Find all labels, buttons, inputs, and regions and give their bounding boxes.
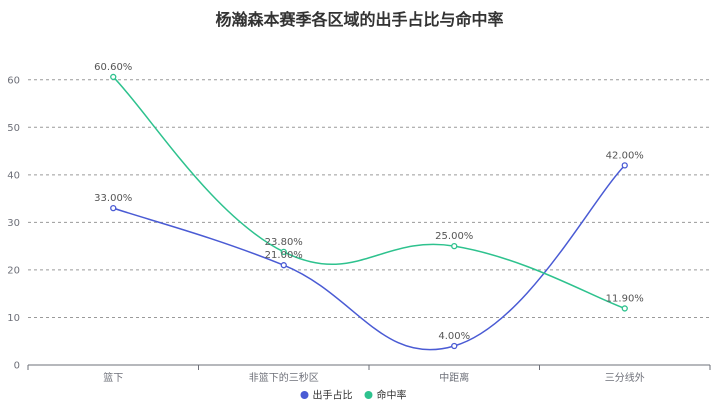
y-tick-label: 60 [7, 75, 20, 86]
series-line-1 [113, 164, 626, 351]
series-1-point[interactable] [280, 262, 287, 269]
chart-title: 杨瀚森本赛季各区域的出手占比与命中率 [215, 10, 504, 29]
x-tick-label: 中距离 [439, 371, 469, 384]
series-2-data-label: 60.60% [94, 62, 132, 73]
series-1-data-label: 42.00% [606, 150, 644, 161]
series-1-point[interactable] [451, 342, 458, 350]
series-2-data-label: 11.90% [606, 293, 644, 304]
series-2-point[interactable] [280, 248, 287, 256]
legend-marker-1 [300, 391, 309, 399]
data-label-layer: 33.00% 21.00% 4.00% 42.00% 60.60% 23.80% 25.00… [94, 62, 644, 342]
y-tick-label: 0 [14, 361, 20, 372]
axis-layer: 0 10 20 30 40 50 60 篮下 非篮下的三秒区 中距离 三分线外 [7, 75, 711, 384]
y-tick-label: 40 [7, 170, 20, 181]
legend-marker-2 [364, 391, 373, 399]
legend-label-2: 命中率 [377, 389, 407, 402]
series-2-point[interactable] [110, 73, 117, 81]
series-1-data-label: 21.00% [265, 250, 303, 261]
legend[interactable]: 出手占比 命中率 [300, 389, 407, 402]
x-tick-label: 篮下 [103, 371, 123, 384]
series-2-data-label: 25.00% [435, 231, 473, 242]
series-1-point[interactable] [110, 204, 117, 212]
x-tick-label: 三分线外 [605, 371, 645, 384]
legend-item-1[interactable]: 出手占比 [300, 389, 353, 402]
series-1-data-label: 4.00% [438, 331, 470, 342]
x-tick-label: 非篮下的三秒区 [249, 371, 319, 384]
series-2-data-label: 23.80% [265, 237, 303, 248]
series-1-point[interactable] [621, 162, 628, 169]
series-2-point[interactable] [451, 243, 458, 250]
series-layer [110, 73, 628, 351]
y-tick-label: 10 [7, 313, 20, 324]
series-1-data-label: 33.00% [94, 193, 132, 204]
y-tick-label: 30 [7, 218, 20, 229]
legend-label-1: 出手占比 [313, 389, 353, 402]
y-tick-label: 20 [7, 265, 20, 276]
series-2-point[interactable] [621, 305, 628, 312]
y-tick-label: 50 [7, 123, 20, 134]
series-line-2 [112, 76, 626, 310]
legend-item-2[interactable]: 命中率 [364, 389, 407, 402]
